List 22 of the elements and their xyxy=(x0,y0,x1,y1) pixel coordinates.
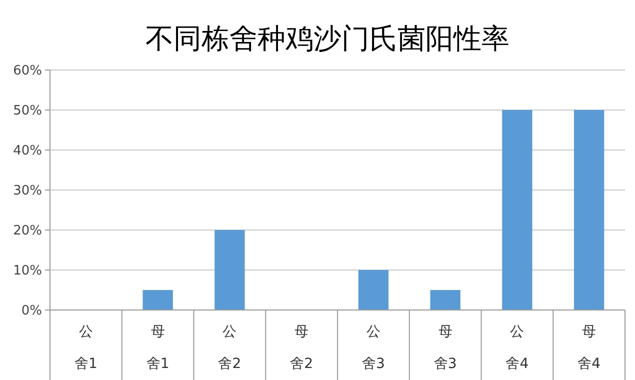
chart-title: 不同栋舍种鸡沙门氏菌阳性率 xyxy=(146,22,510,55)
y-tick-label: 40% xyxy=(13,144,42,159)
x-tick-label: 母舍4 xyxy=(578,324,601,372)
y-tick-label: 0% xyxy=(21,304,42,319)
bar xyxy=(430,290,460,310)
x-tick-label: 公舍3 xyxy=(362,324,385,372)
x-tick-label: 母舍1 xyxy=(146,324,170,372)
x-tick-label: 公舍4 xyxy=(506,324,529,372)
y-tick-label: 60% xyxy=(13,64,42,79)
y-tick-label: 10% xyxy=(13,264,42,279)
y-tick-label: 50% xyxy=(13,104,42,119)
y-tick-label: 30% xyxy=(13,184,42,199)
x-tick-label: 母舍3 xyxy=(434,324,457,372)
bar xyxy=(358,270,389,310)
bar xyxy=(502,110,532,310)
bar xyxy=(142,290,173,310)
bar xyxy=(574,110,604,310)
x-tick-label: 公舍1 xyxy=(74,324,98,372)
y-tick-label: 20% xyxy=(13,224,42,239)
bar xyxy=(214,230,245,310)
x-tick-label: 公舍2 xyxy=(218,324,242,372)
x-tick-label: 母舍2 xyxy=(290,324,314,372)
